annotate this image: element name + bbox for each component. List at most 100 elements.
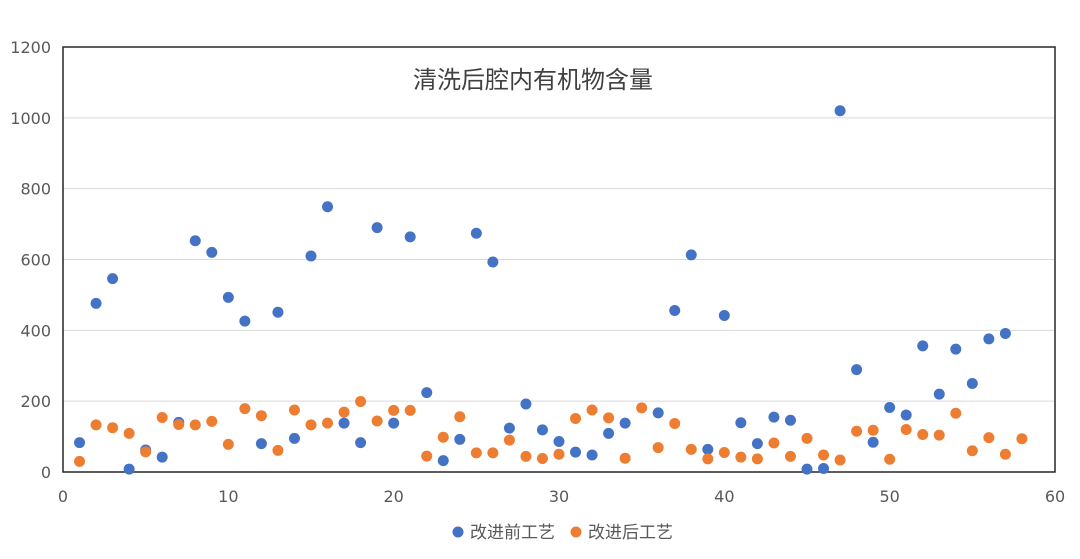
series-1-point	[520, 398, 532, 410]
y-tick-labels: 0 200 400 600 800 1000 1200	[10, 38, 51, 482]
series-1-point	[553, 436, 565, 448]
series-2-point	[355, 396, 367, 408]
x-tick-label: 60	[1045, 487, 1065, 506]
series-2-point	[338, 406, 350, 418]
series-2-point	[768, 437, 780, 449]
series-1-point	[74, 437, 86, 449]
y-tick-label: 600	[20, 251, 51, 270]
series-1-point	[338, 417, 350, 429]
series-2-point	[685, 443, 697, 455]
x-tick-label: 10	[218, 487, 238, 506]
y-tick-label: 1200	[10, 38, 51, 57]
series-1-point	[999, 328, 1011, 340]
plot-area-border	[62, 46, 1056, 473]
series-2-point	[751, 453, 763, 465]
series-1-point	[421, 387, 433, 399]
series-1-point	[784, 414, 796, 426]
series-2-point	[322, 417, 334, 429]
x-tick-label: 0	[58, 487, 68, 506]
series-1-point	[933, 388, 945, 400]
series-1-point	[884, 402, 896, 414]
series-2-point	[437, 431, 449, 443]
legend: 改进前工艺 改进后工艺	[452, 523, 673, 543]
series-2-point	[503, 434, 515, 446]
y-tick-label: 1000	[10, 109, 51, 128]
series-1-point	[801, 463, 813, 475]
series-1-point	[322, 201, 334, 213]
series-1-point	[437, 455, 449, 467]
series-1-point	[371, 222, 383, 234]
series-2-point	[140, 446, 152, 458]
series-2-point	[702, 453, 714, 465]
series-2-point	[553, 448, 565, 460]
series-1-point	[669, 305, 681, 316]
series-2-point	[255, 410, 267, 422]
series-1-point	[735, 417, 747, 429]
series-1-point	[851, 364, 863, 376]
series-1-point	[818, 462, 830, 474]
series-2-point	[983, 432, 995, 444]
series-2-point	[636, 402, 648, 414]
series-1-point	[900, 409, 912, 421]
series-2-point	[156, 411, 168, 423]
series-2-point	[404, 404, 416, 416]
series-2-point	[388, 404, 400, 416]
series-2-point	[900, 424, 912, 435]
series-1-point	[702, 443, 714, 455]
series-2-point	[371, 415, 383, 427]
series-1-point	[156, 451, 168, 463]
y-tick-label: 200	[20, 392, 51, 411]
series-1-point	[751, 438, 763, 450]
gridlines	[63, 117, 1055, 402]
series-2-point	[189, 419, 201, 431]
y-tick-label: 800	[20, 180, 51, 199]
y-tick-label: 400	[20, 321, 51, 340]
x-tick-label: 50	[879, 487, 899, 506]
series-1-point	[206, 246, 218, 258]
series-1-point	[470, 227, 482, 239]
series-2-point	[470, 447, 482, 459]
legend-marker-series-1	[452, 526, 464, 538]
legend-marker-series-2	[570, 526, 582, 538]
series-1-point	[272, 306, 284, 318]
series-2-point	[586, 404, 598, 416]
series-2-point	[173, 419, 185, 431]
x-tick-label: 20	[383, 487, 403, 506]
series-2-point	[107, 422, 119, 434]
series-2-point	[305, 419, 317, 431]
series-2-point	[619, 452, 631, 464]
series-2-point	[867, 424, 879, 436]
series-1-point	[90, 297, 102, 309]
series-1-point	[950, 343, 962, 355]
series-1-point	[503, 422, 515, 434]
series-2-point	[735, 451, 747, 463]
series-1-point	[239, 315, 251, 327]
series-1-point	[487, 256, 499, 268]
series-2-point	[999, 448, 1011, 460]
series-2-point	[206, 415, 218, 427]
series-1-point	[685, 249, 697, 261]
series-2-point	[966, 445, 978, 457]
series-2-point	[421, 450, 433, 462]
series-1-point	[536, 424, 548, 436]
series-1-point	[404, 231, 416, 243]
series-1-point	[619, 417, 631, 429]
series-2-point	[801, 432, 813, 444]
series-1-point	[355, 437, 367, 449]
series-2-point	[74, 455, 86, 467]
series-1-point	[107, 273, 119, 285]
x-tick-label: 30	[549, 487, 569, 506]
series-1-point	[652, 407, 664, 419]
series-2-point	[239, 403, 251, 415]
series-1-point	[603, 427, 615, 439]
series-1-point	[917, 340, 929, 352]
series-2-point	[90, 419, 102, 431]
series-2-point	[536, 453, 548, 465]
series-1-point	[867, 436, 879, 448]
series-2-point	[652, 442, 664, 454]
series-2-point	[669, 417, 681, 429]
series-2-point	[950, 407, 962, 419]
series-2-point	[834, 454, 846, 466]
series-1-point	[123, 463, 135, 475]
